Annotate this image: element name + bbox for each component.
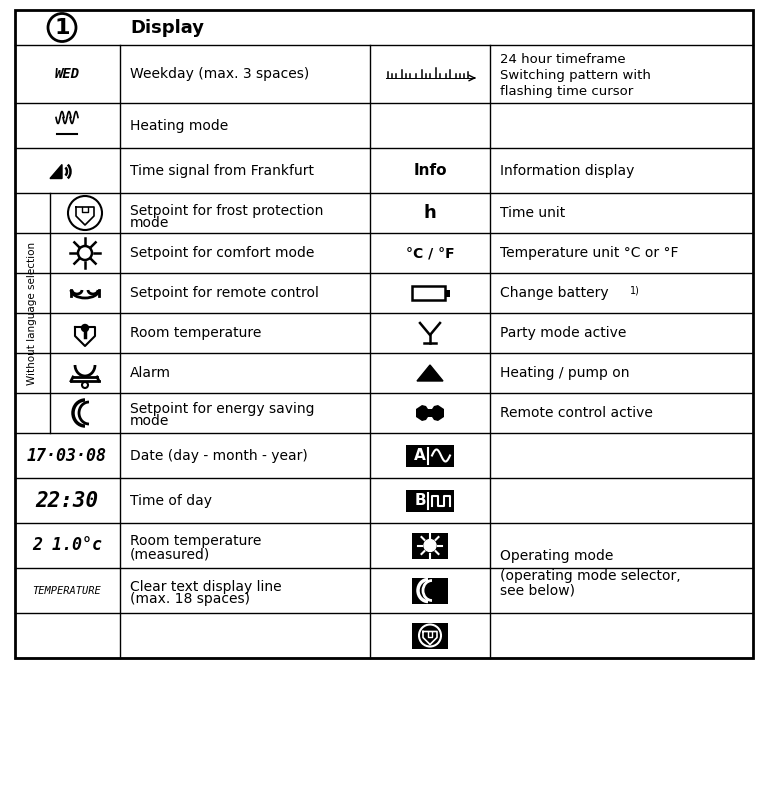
Text: Operating mode: Operating mode [500, 549, 614, 563]
Text: Alarm: Alarm [130, 366, 171, 380]
Bar [406, 445, 454, 467]
Text: 17·03·08: 17·03·08 [27, 446, 107, 464]
Bar [412, 577, 448, 604]
Text: 2 1.0°c: 2 1.0°c [32, 536, 102, 554]
Text: h: h [424, 204, 436, 222]
Circle shape [79, 403, 99, 423]
Polygon shape [416, 405, 444, 421]
Text: Time unit: Time unit [500, 206, 565, 220]
Circle shape [81, 324, 88, 331]
Text: Time signal from Frankfurt: Time signal from Frankfurt [130, 164, 314, 177]
Bar [412, 286, 445, 300]
Text: 22:30: 22:30 [35, 490, 98, 510]
Text: Change battery: Change battery [500, 286, 613, 300]
Text: Date (day - month - year): Date (day - month - year) [130, 448, 308, 463]
Text: Information display: Information display [500, 164, 634, 177]
Text: Setpoint for energy saving: Setpoint for energy saving [130, 402, 315, 416]
Text: Heating / pump on: Heating / pump on [500, 366, 630, 380]
Bar [412, 532, 448, 558]
Circle shape [424, 539, 436, 551]
Polygon shape [50, 165, 62, 179]
Text: WED: WED [55, 67, 80, 81]
Bar [15, 10, 753, 658]
Text: Info: Info [413, 163, 447, 178]
Text: A: A [414, 448, 426, 463]
Text: Clear text display line: Clear text display line [130, 580, 282, 593]
Text: Switching pattern with: Switching pattern with [500, 69, 650, 82]
Text: Heating mode: Heating mode [130, 119, 228, 133]
Text: (max. 18 spaces): (max. 18 spaces) [130, 592, 250, 607]
Bar [406, 490, 454, 512]
Text: see below): see below) [500, 583, 575, 597]
Text: Without language selection: Without language selection [27, 241, 37, 384]
Text: Setpoint for frost protection: Setpoint for frost protection [130, 204, 323, 218]
Text: Room temperature: Room temperature [130, 326, 261, 340]
Bar [445, 290, 450, 297]
Text: Temperature unit °C or °F: Temperature unit °C or °F [500, 246, 678, 260]
Text: mode: mode [130, 414, 170, 428]
Text: 1): 1) [630, 285, 640, 295]
Text: 1: 1 [55, 17, 70, 37]
Text: Setpoint for remote control: Setpoint for remote control [130, 286, 319, 300]
Text: flashing time cursor: flashing time cursor [500, 85, 634, 98]
Text: Room temperature: Room temperature [130, 535, 261, 548]
Text: Remote control active: Remote control active [500, 406, 653, 420]
Text: Display: Display [130, 18, 204, 36]
Text: B: B [414, 493, 425, 508]
Text: 24 hour timeframe: 24 hour timeframe [500, 53, 626, 66]
Text: Party mode active: Party mode active [500, 326, 627, 340]
Text: mode: mode [130, 216, 170, 230]
Bar [412, 623, 448, 649]
Text: Time of day: Time of day [130, 494, 212, 508]
Text: (measured): (measured) [130, 547, 210, 562]
Text: Setpoint for comfort mode: Setpoint for comfort mode [130, 246, 314, 260]
Polygon shape [417, 365, 443, 381]
Circle shape [423, 581, 441, 600]
Text: TEMPERATURE: TEMPERATURE [32, 585, 101, 596]
Text: Weekday (max. 3 spaces): Weekday (max. 3 spaces) [130, 67, 310, 81]
Text: (operating mode selector,: (operating mode selector, [500, 569, 680, 583]
Text: °C / °F: °C / °F [406, 246, 455, 260]
